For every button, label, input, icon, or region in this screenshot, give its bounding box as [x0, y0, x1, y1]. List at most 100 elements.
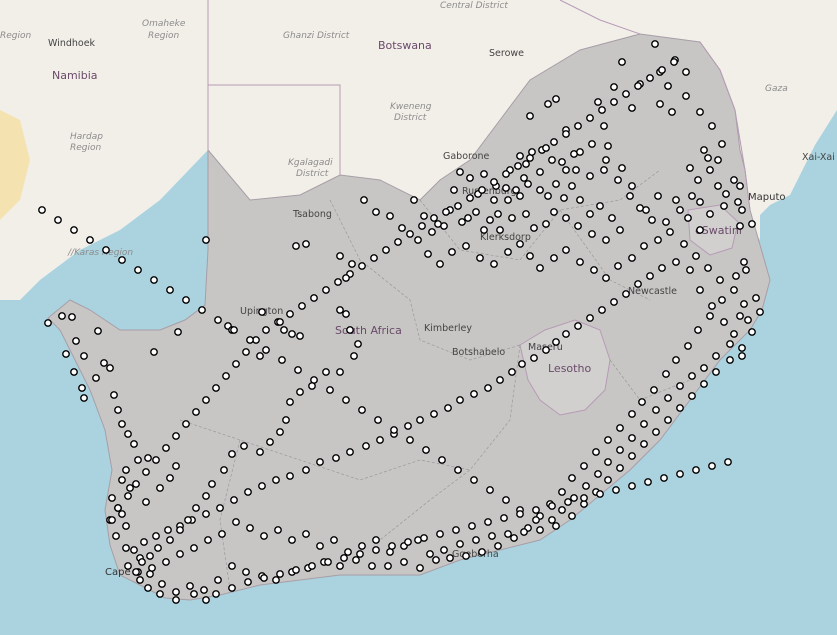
location-marker[interactable]: [508, 368, 516, 376]
location-marker[interactable]: [172, 462, 180, 470]
location-marker[interactable]: [150, 276, 158, 284]
location-marker[interactable]: [292, 242, 300, 250]
location-marker[interactable]: [362, 442, 370, 450]
location-marker[interactable]: [672, 196, 680, 204]
location-marker[interactable]: [478, 548, 486, 556]
location-marker[interactable]: [662, 218, 670, 226]
location-marker[interactable]: [166, 536, 174, 544]
location-marker[interactable]: [286, 472, 294, 480]
location-marker[interactable]: [586, 314, 594, 322]
location-marker[interactable]: [634, 82, 642, 90]
location-marker[interactable]: [266, 438, 274, 446]
location-marker[interactable]: [574, 222, 582, 230]
location-marker[interactable]: [148, 564, 156, 572]
location-marker[interactable]: [454, 466, 462, 474]
location-marker[interactable]: [316, 542, 324, 550]
location-marker[interactable]: [124, 562, 132, 570]
location-marker[interactable]: [440, 546, 448, 554]
location-marker[interactable]: [514, 162, 522, 170]
location-marker[interactable]: [524, 180, 532, 188]
location-marker[interactable]: [544, 100, 552, 108]
location-marker[interactable]: [118, 476, 126, 484]
location-marker[interactable]: [600, 122, 608, 130]
location-marker[interactable]: [428, 228, 436, 236]
location-marker[interactable]: [536, 526, 544, 534]
location-marker[interactable]: [350, 352, 358, 360]
location-marker[interactable]: [602, 236, 610, 244]
location-marker[interactable]: [516, 152, 524, 160]
location-marker[interactable]: [666, 228, 674, 236]
location-marker[interactable]: [596, 490, 604, 498]
location-marker[interactable]: [616, 424, 624, 432]
location-marker[interactable]: [262, 346, 270, 354]
location-marker[interactable]: [190, 590, 198, 598]
location-marker[interactable]: [134, 266, 142, 274]
location-marker[interactable]: [288, 536, 296, 544]
location-marker[interactable]: [696, 286, 704, 294]
location-marker[interactable]: [134, 456, 142, 464]
location-marker[interactable]: [520, 528, 528, 536]
location-marker[interactable]: [628, 104, 636, 112]
location-marker[interactable]: [416, 416, 424, 424]
location-marker[interactable]: [166, 286, 174, 294]
location-marker[interactable]: [336, 368, 344, 376]
location-marker[interactable]: [118, 256, 126, 264]
location-marker[interactable]: [208, 480, 216, 488]
location-marker[interactable]: [692, 466, 700, 474]
location-marker[interactable]: [682, 92, 690, 100]
location-marker[interactable]: [616, 446, 624, 454]
location-marker[interactable]: [212, 384, 220, 392]
location-marker[interactable]: [488, 532, 496, 540]
location-marker[interactable]: [736, 182, 744, 190]
location-marker[interactable]: [548, 156, 556, 164]
location-marker[interactable]: [656, 100, 664, 108]
location-marker[interactable]: [372, 536, 380, 544]
location-marker[interactable]: [572, 166, 580, 174]
location-marker[interactable]: [200, 586, 208, 594]
location-marker[interactable]: [496, 376, 504, 384]
location-marker[interactable]: [426, 550, 434, 558]
location-marker[interactable]: [616, 226, 624, 234]
location-marker[interactable]: [516, 240, 524, 248]
location-marker[interactable]: [708, 122, 716, 130]
location-marker[interactable]: [688, 372, 696, 380]
location-marker[interactable]: [298, 302, 306, 310]
location-marker[interactable]: [650, 386, 658, 394]
location-marker[interactable]: [748, 220, 756, 228]
location-marker[interactable]: [704, 154, 712, 162]
location-marker[interactable]: [114, 406, 122, 414]
location-marker[interactable]: [726, 340, 734, 348]
location-marker[interactable]: [508, 214, 516, 222]
location-marker[interactable]: [720, 318, 728, 326]
location-marker[interactable]: [640, 440, 648, 448]
location-marker[interactable]: [594, 470, 602, 478]
location-marker[interactable]: [202, 492, 210, 500]
location-marker[interactable]: [372, 208, 380, 216]
location-marker[interactable]: [102, 246, 110, 254]
location-marker[interactable]: [432, 556, 440, 564]
location-marker[interactable]: [172, 596, 180, 604]
location-marker[interactable]: [158, 580, 166, 588]
location-marker[interactable]: [274, 526, 282, 534]
location-marker[interactable]: [86, 236, 94, 244]
location-marker[interactable]: [130, 546, 138, 554]
location-marker[interactable]: [346, 448, 354, 456]
location-marker[interactable]: [658, 66, 666, 74]
location-marker[interactable]: [108, 494, 116, 502]
location-marker[interactable]: [420, 212, 428, 220]
location-marker[interactable]: [686, 266, 694, 274]
location-marker[interactable]: [172, 588, 180, 596]
location-marker[interactable]: [62, 350, 70, 358]
location-marker[interactable]: [420, 534, 428, 542]
location-marker[interactable]: [714, 156, 722, 164]
location-marker[interactable]: [520, 174, 528, 182]
location-marker[interactable]: [502, 496, 510, 504]
location-marker[interactable]: [172, 432, 180, 440]
location-marker[interactable]: [308, 562, 316, 570]
location-marker[interactable]: [70, 226, 78, 234]
location-marker[interactable]: [484, 384, 492, 392]
location-marker[interactable]: [78, 384, 86, 392]
location-marker[interactable]: [744, 316, 752, 324]
location-marker[interactable]: [324, 558, 332, 566]
location-marker[interactable]: [652, 428, 660, 436]
